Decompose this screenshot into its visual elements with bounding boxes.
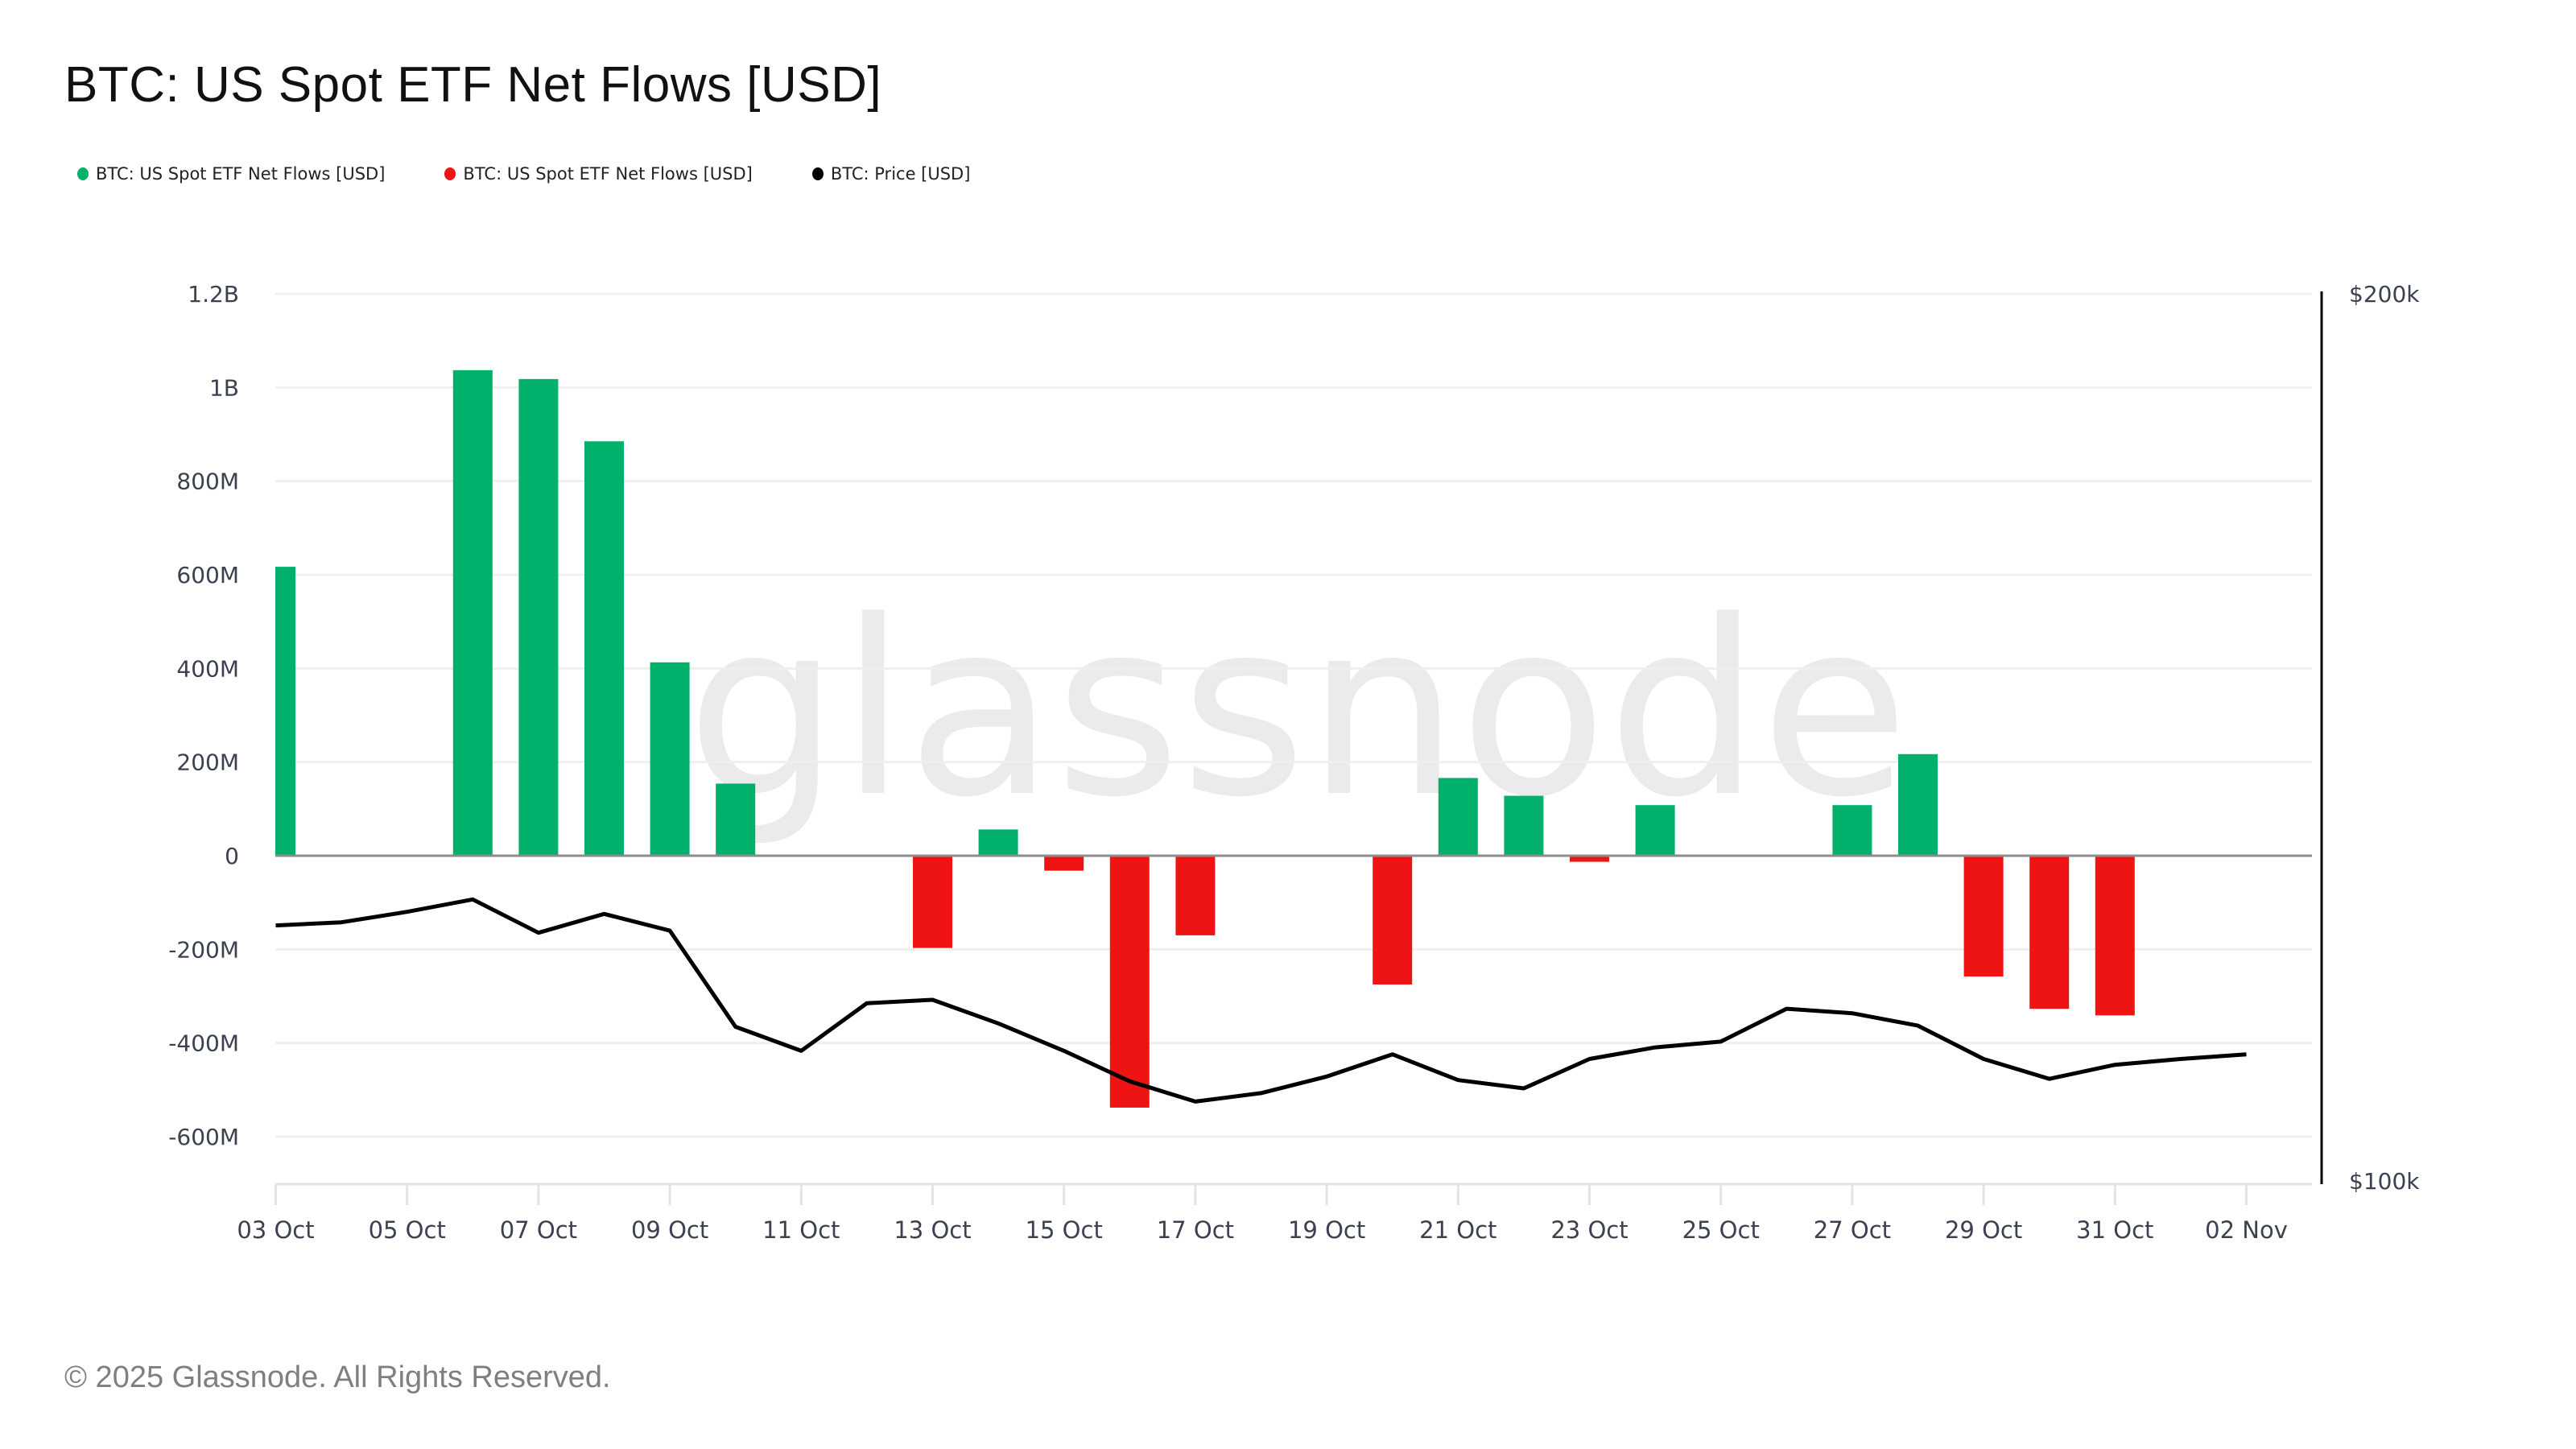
axes: 1.2B 1B 800M 600M 400M 200M 0 -200M -400M -600M 03… (168, 281, 2420, 1244)
x-axis-label: 05 Oct (369, 1216, 446, 1244)
inflow-bar[interactable] (1504, 795, 1544, 856)
inflow-bar[interactable] (584, 441, 624, 856)
green-dot-icon (77, 167, 89, 180)
inflow-bar[interactable] (716, 783, 756, 856)
x-axis-label: 02 Nov (2205, 1216, 2288, 1244)
inflow-bar[interactable] (275, 567, 295, 856)
inflow-bar[interactable] (1898, 753, 1938, 856)
y-axis-label: 1.2B (188, 281, 239, 308)
inflow-bar[interactable] (978, 829, 1018, 856)
outflow-bar[interactable] (2095, 856, 2135, 1016)
y-axis-label: 800M (176, 469, 239, 495)
y-axis-label: 200M (176, 749, 239, 776)
x-axis-label: 23 Oct (1550, 1216, 1628, 1244)
copyright-footer: © 2025 Glassnode. All Rights Reserved. (64, 1360, 611, 1394)
outflow-bar[interactable] (913, 856, 952, 948)
outflow-bar[interactable] (1175, 856, 1216, 935)
x-axis-label: 29 Oct (1945, 1216, 2022, 1244)
outflow-bar[interactable] (1373, 856, 1413, 985)
legend-label: BTC: Price [USD] (830, 164, 971, 184)
legend-item-inflows[interactable]: BTC: US Spot ETF Net Flows [USD] (77, 164, 385, 184)
flow-bars (275, 369, 2135, 1108)
x-axis-label: 03 Oct (237, 1216, 314, 1244)
x-axis-label: 21 Oct (1419, 1216, 1496, 1244)
inflow-bar[interactable] (1635, 805, 1675, 856)
x-axis-label: 15 Oct (1026, 1216, 1103, 1244)
x-axis-label: 31 Oct (2076, 1216, 2153, 1244)
y-axis-label: 0 (225, 843, 239, 869)
x-axis-label: 13 Oct (894, 1216, 971, 1244)
outflow-bar[interactable] (1963, 856, 2004, 977)
inflow-bar[interactable] (518, 378, 559, 856)
inflow-bar[interactable] (1438, 778, 1478, 856)
price-polyline[interactable] (275, 897, 2247, 1104)
y-axis-label: -200M (168, 936, 239, 963)
legend-item-outflows[interactable]: BTC: US Spot ETF Net Flows [USD] (444, 164, 753, 184)
outflow-bar[interactable] (1044, 856, 1084, 871)
watermark: glassnode (687, 569, 1909, 850)
x-axis-label: 11 Oct (762, 1216, 840, 1244)
inflow-bar[interactable] (452, 369, 493, 857)
outflow-bar[interactable] (2029, 856, 2070, 1009)
inflow-bar[interactable] (650, 662, 690, 856)
outflow-bar[interactable] (1570, 856, 1609, 862)
legend: BTC: US Spot ETF Net Flows [USD] BTC: US… (77, 164, 1030, 184)
right-axis-label: $200k (2349, 281, 2420, 308)
legend-label: BTC: US Spot ETF Net Flows [USD] (96, 164, 386, 184)
y-axis-label: 600M (176, 562, 239, 588)
y-axis-label: -600M (168, 1124, 239, 1150)
outflow-bar[interactable] (1109, 856, 1150, 1108)
watermark-text: glassnode (687, 569, 1909, 850)
legend-item-price[interactable]: BTC: Price [USD] (811, 164, 971, 184)
chart-title: BTC: US Spot ETF Net Flows [USD] (64, 57, 882, 113)
x-axis-label: 19 Oct (1288, 1216, 1365, 1244)
price-line (275, 897, 2247, 1104)
y-axis-label: -400M (168, 1030, 239, 1057)
red-dot-icon (444, 167, 456, 180)
x-axis-label: 17 Oct (1157, 1216, 1234, 1244)
legend-label: BTC: US Spot ETF Net Flows [USD] (463, 164, 753, 184)
y-axis-label: 400M (176, 655, 239, 682)
inflow-bar[interactable] (1832, 805, 1872, 856)
right-axis-label: $100k (2349, 1168, 2420, 1195)
black-dot-icon (811, 167, 824, 180)
x-axis-label: 09 Oct (631, 1216, 708, 1244)
y-axis-label: 1B (209, 374, 239, 401)
x-axis-label: 25 Oct (1682, 1216, 1760, 1244)
x-axis-label: 27 Oct (1814, 1216, 1891, 1244)
x-axis-label: 07 Oct (500, 1216, 577, 1244)
